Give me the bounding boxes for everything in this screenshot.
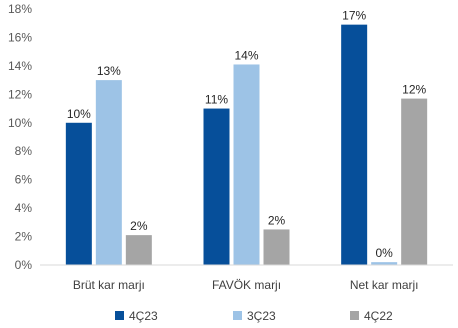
y-tick-label: 12% xyxy=(8,87,32,101)
y-tick-label: 16% xyxy=(8,30,32,44)
bar-3-1 xyxy=(125,235,152,265)
bar-1-3 xyxy=(341,24,368,266)
y-tick-label: 4% xyxy=(15,201,33,215)
y-tick-label: 8% xyxy=(15,144,33,158)
data-label: 12% xyxy=(402,83,426,97)
x-category-label: Net kar marjı xyxy=(350,278,419,292)
legend-label: 3Ç23 xyxy=(247,309,276,323)
bar-1-2 xyxy=(203,108,230,265)
y-tick-label: 0% xyxy=(15,258,33,272)
plot-area: 10% 13% 2% 11% 14% 2% 17% 0% 12% xyxy=(65,9,428,266)
data-label: 11% xyxy=(205,93,228,107)
bar-2-3 xyxy=(371,262,398,265)
data-label: 0% xyxy=(375,246,393,260)
legend-label: 4Ç22 xyxy=(364,309,393,323)
x-category-label: Brüt kar marjı xyxy=(73,278,145,292)
bar-1-1 xyxy=(65,122,92,266)
bar-2-1 xyxy=(95,80,122,265)
x-category-label: FAVÖK marjı xyxy=(212,278,281,292)
legend-swatch xyxy=(350,311,359,320)
data-label: 13% xyxy=(97,64,121,78)
bar-2-2 xyxy=(233,64,260,265)
legend: 4Ç23 3Ç23 4Ç22 xyxy=(115,309,393,323)
data-label: 17% xyxy=(342,9,366,23)
legend-swatch xyxy=(115,311,124,320)
data-label: 10% xyxy=(67,107,91,121)
data-label: 14% xyxy=(234,48,258,62)
legend-label: 4Ç23 xyxy=(129,309,158,323)
data-label: 2% xyxy=(268,213,286,227)
y-axis: 0% 2% 4% 6% 8% 10% 12% 14% 16% 18% xyxy=(8,2,32,272)
x-axis: Brüt kar marjı FAVÖK marjı Net kar marjı xyxy=(73,278,419,292)
bar-3-2 xyxy=(263,229,290,265)
bar-3-3 xyxy=(401,98,428,265)
y-tick-label: 10% xyxy=(8,116,32,130)
y-tick-label: 6% xyxy=(15,173,33,187)
y-tick-label: 14% xyxy=(8,59,32,73)
y-tick-label: 2% xyxy=(15,230,33,244)
data-label: 2% xyxy=(130,219,148,233)
legend-swatch xyxy=(233,311,242,320)
y-tick-label: 18% xyxy=(8,2,32,16)
